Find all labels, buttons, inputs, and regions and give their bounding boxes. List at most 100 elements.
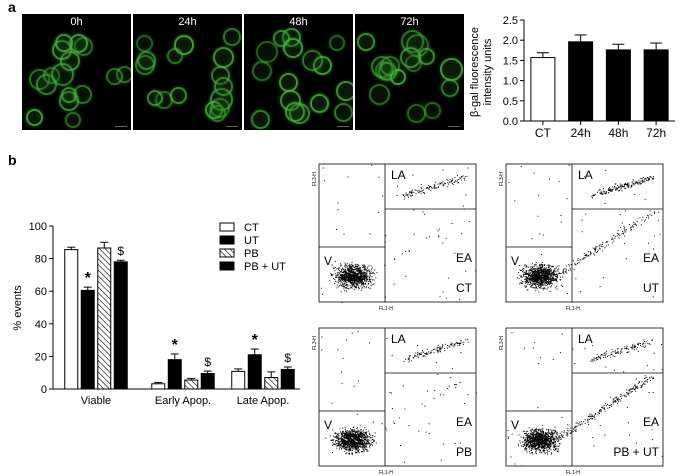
event-dot — [634, 194, 636, 195]
event-dot — [443, 394, 445, 396]
event-dot — [431, 187, 433, 189]
event-dot — [534, 274, 535, 276]
event-dot — [640, 180, 642, 182]
event-dot — [344, 436, 346, 438]
event-dot — [352, 430, 354, 432]
event-dot — [342, 444, 344, 446]
event-dot — [605, 366, 607, 368]
event-dot — [638, 179, 640, 181]
event-dot — [341, 280, 343, 282]
event-dot — [402, 385, 404, 387]
event-dot — [362, 272, 364, 274]
event-dot — [370, 270, 372, 272]
event-dot — [555, 437, 557, 438]
gate-label-la: LA — [578, 332, 593, 346]
event-dot — [350, 434, 352, 436]
event-dot — [543, 279, 545, 281]
event-dot — [350, 428, 351, 430]
event-dot — [612, 351, 614, 353]
event-dot — [541, 273, 543, 275]
event-dot — [604, 247, 606, 249]
event-dot — [599, 357, 601, 359]
event-dot — [626, 183, 628, 185]
event-dot — [543, 273, 545, 275]
event-dot — [339, 276, 341, 278]
event-dot — [539, 434, 541, 436]
event-dot — [530, 444, 532, 446]
event-dot — [542, 446, 543, 448]
event-dot — [338, 435, 340, 437]
event-dot — [588, 415, 590, 417]
event-dot — [530, 441, 532, 443]
event-dot — [389, 392, 391, 394]
event-dot — [350, 435, 351, 437]
event-dot — [536, 448, 538, 450]
event-dot — [543, 437, 545, 439]
event-dot — [344, 437, 346, 439]
event-dot — [360, 442, 362, 444]
event-dot — [427, 187, 428, 189]
event-dot — [353, 445, 355, 447]
event-dot — [514, 463, 516, 465]
event-dot — [608, 404, 610, 406]
event-dot — [353, 275, 354, 277]
event-dot — [544, 284, 546, 286]
event-dot — [552, 432, 554, 434]
event-dot — [362, 273, 364, 274]
event-dot — [544, 434, 546, 436]
event-dot — [351, 440, 352, 442]
event-dot — [538, 270, 540, 272]
event-dot — [507, 430, 509, 432]
event-dot — [641, 386, 643, 388]
event-dot — [378, 176, 380, 178]
event-dot — [644, 181, 646, 183]
event-dot — [565, 434, 567, 436]
bar — [264, 377, 279, 390]
event-dot — [547, 269, 548, 271]
event-dot — [344, 447, 346, 448]
event-dot — [556, 431, 558, 433]
event-dot — [522, 437, 524, 439]
gate-label-la: LA — [578, 168, 593, 182]
event-dot — [529, 274, 531, 276]
event-dot — [363, 449, 365, 451]
event-dot — [618, 237, 620, 239]
scale-bar — [115, 126, 127, 127]
event-dot — [577, 425, 579, 427]
event-dot — [460, 352, 462, 354]
event-dot — [339, 441, 341, 443]
event-dot — [533, 278, 534, 280]
event-dot — [529, 438, 531, 440]
cell-blob — [137, 51, 156, 70]
event-dot — [545, 271, 547, 272]
event-dot — [534, 431, 536, 433]
event-dot — [543, 267, 545, 269]
cell-blob — [106, 68, 123, 85]
event-dot — [374, 436, 376, 437]
event-dot — [349, 432, 351, 434]
event-dot — [551, 437, 553, 439]
event-dot — [451, 178, 453, 180]
event-dot — [338, 443, 340, 445]
event-dot — [538, 446, 540, 448]
cell-blob — [400, 47, 421, 68]
micrograph-24h: 24h — [133, 14, 242, 130]
event-dot — [611, 190, 613, 192]
event-dot — [360, 276, 362, 278]
significance-marker: * — [172, 337, 179, 354]
event-dot — [553, 278, 555, 280]
event-dot — [349, 440, 351, 442]
event-dot — [354, 272, 356, 274]
event-dot — [531, 273, 533, 275]
event-dot — [595, 412, 596, 414]
event-dot — [543, 274, 544, 276]
event-dot — [546, 434, 548, 435]
bar — [167, 359, 182, 390]
event-dot — [337, 440, 339, 442]
event-dot — [361, 269, 363, 271]
event-dot — [572, 430, 574, 432]
event-dot — [526, 282, 528, 284]
event-dot — [644, 377, 646, 379]
event-dot — [332, 278, 334, 280]
event-dot — [360, 441, 362, 443]
